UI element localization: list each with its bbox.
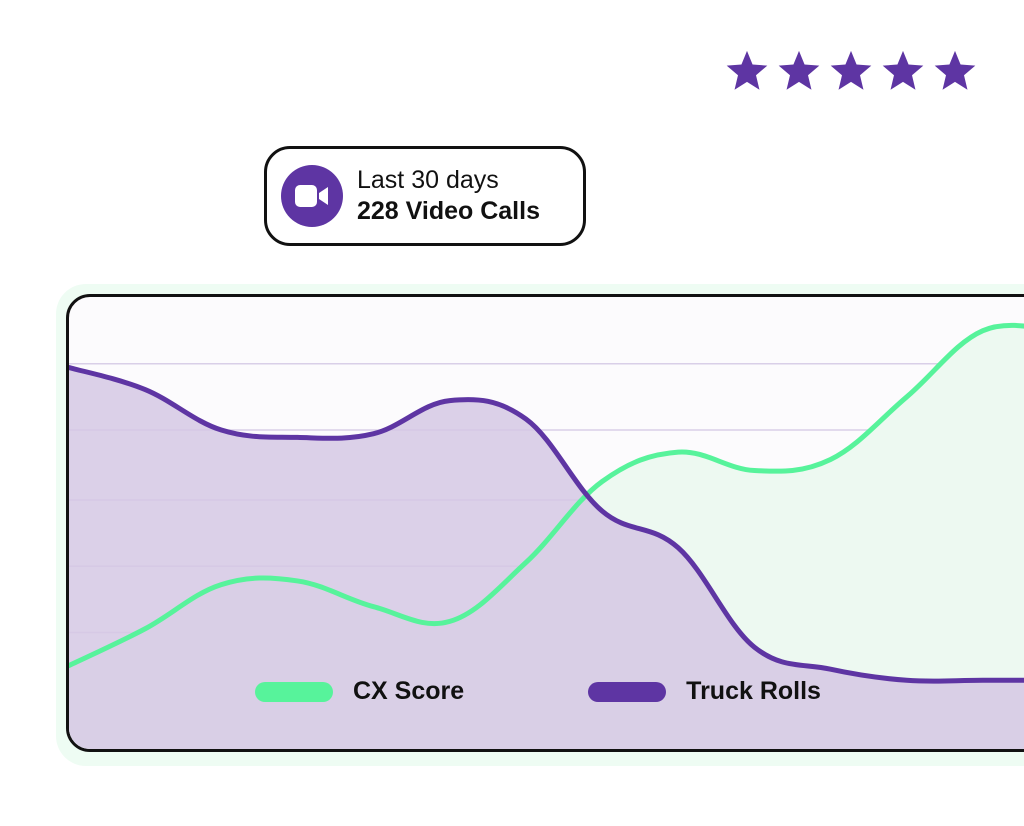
star-rating: [724, 48, 978, 94]
series-line-cx-score: [69, 322, 1024, 669]
chart-legend: CX Score Truck Rolls: [255, 677, 945, 706]
legend-label-cx-score: CX Score: [353, 677, 465, 705]
legend-swatch-cx-score: [255, 681, 333, 702]
summary-period: Last 30 days: [357, 165, 499, 194]
video-camera-icon: [295, 185, 328, 207]
legend-swatch-truck-rolls: [588, 681, 667, 702]
video-call-badge: [281, 165, 343, 227]
legend-item-truck-rolls: Truck Rolls: [588, 677, 821, 706]
series-line-truck-rolls: [69, 364, 1024, 684]
star-icon: [882, 50, 924, 90]
chart-card: CX Score Truck Rolls: [66, 294, 1024, 752]
area-chart: [69, 322, 1024, 749]
summary-pill: Last 30 days 228 Video Calls: [264, 146, 586, 246]
legend-item-cx-score: CX Score: [255, 677, 464, 706]
star-icon: [726, 50, 768, 90]
legend-label-truck-rolls: Truck Rolls: [686, 677, 821, 705]
summary-count: 228 Video Calls: [357, 197, 540, 225]
series-area-truck-rolls: [69, 367, 1024, 749]
star-icon: [830, 50, 872, 90]
star-icon: [934, 50, 976, 90]
summary-text: Last 30 days 228 Video Calls: [357, 165, 540, 228]
star-icon: [778, 50, 820, 90]
